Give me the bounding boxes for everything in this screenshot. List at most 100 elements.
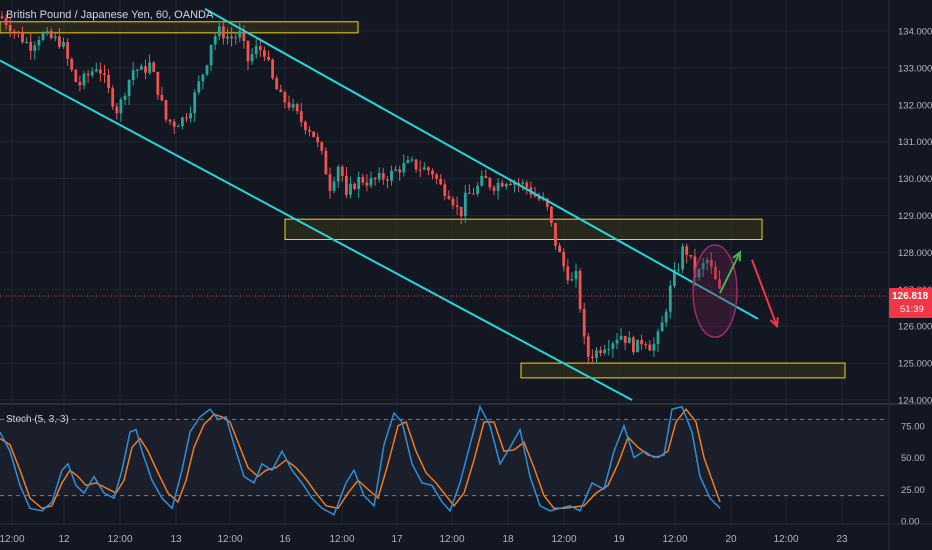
candle[interactable] [86, 69, 90, 83]
candle[interactable] [58, 27, 61, 49]
candle[interactable] [197, 75, 201, 95]
candle[interactable] [131, 62, 135, 86]
symbol-title[interactable]: British Pound / Japanese Yen, 60, OANDA [6, 9, 214, 21]
candle[interactable] [394, 165, 397, 172]
candle[interactable] [504, 182, 508, 190]
candle[interactable] [525, 180, 529, 195]
candle[interactable] [242, 25, 246, 49]
candle[interactable] [332, 176, 336, 194]
candle[interactable] [156, 71, 160, 100]
candle[interactable] [185, 112, 188, 123]
arrow-down[interactable] [751, 259, 779, 329]
candle[interactable] [611, 341, 615, 358]
candle[interactable] [8, 17, 12, 37]
candle[interactable] [291, 98, 295, 112]
channel-lower-line[interactable] [0, 59, 633, 401]
candle[interactable] [320, 141, 324, 155]
candle[interactable] [648, 339, 652, 351]
candle[interactable] [29, 33, 33, 60]
candle[interactable] [439, 174, 443, 186]
candle[interactable] [656, 328, 660, 353]
candle[interactable] [312, 131, 315, 138]
candle[interactable] [254, 38, 258, 59]
candle[interactable] [693, 248, 697, 287]
candle[interactable] [267, 50, 270, 62]
candle[interactable] [431, 168, 434, 180]
support-resistance-zone-1[interactable] [0, 21, 359, 34]
candle[interactable] [164, 99, 168, 123]
candle[interactable] [238, 22, 242, 43]
candle[interactable] [435, 172, 438, 185]
candle[interactable] [599, 346, 602, 357]
candle[interactable] [107, 69, 110, 94]
candle[interactable] [12, 28, 16, 39]
candle[interactable] [373, 176, 377, 186]
candle[interactable] [308, 126, 311, 137]
candle[interactable] [402, 154, 406, 177]
candle[interactable] [451, 196, 455, 210]
candle[interactable] [570, 272, 574, 282]
candle[interactable] [595, 347, 598, 364]
candle[interactable] [521, 179, 525, 191]
candle[interactable] [689, 254, 693, 260]
channel-upper-line[interactable] [204, 7, 759, 320]
candle[interactable] [619, 328, 623, 341]
candle[interactable] [74, 69, 78, 83]
candle[interactable] [390, 165, 393, 186]
candle[interactable] [422, 162, 426, 171]
candle[interactable] [213, 32, 217, 50]
candle[interactable] [263, 46, 266, 62]
candle[interactable] [78, 75, 82, 92]
candle[interactable] [500, 179, 504, 188]
candle[interactable] [427, 165, 430, 176]
candle[interactable] [66, 38, 69, 66]
candle[interactable] [582, 302, 586, 345]
candle[interactable] [406, 155, 410, 164]
candle[interactable] [480, 170, 484, 188]
candle[interactable] [697, 267, 701, 281]
candle[interactable] [152, 60, 156, 73]
candle[interactable] [591, 349, 594, 364]
candle[interactable] [578, 268, 582, 313]
candle[interactable] [33, 41, 37, 60]
candle[interactable] [492, 184, 496, 196]
candle[interactable] [357, 171, 361, 198]
candle[interactable] [340, 164, 344, 182]
candle[interactable] [484, 169, 488, 179]
candle[interactable] [217, 21, 221, 41]
candle[interactable] [586, 332, 590, 364]
candle[interactable] [304, 120, 307, 135]
candle[interactable] [718, 270, 721, 290]
candle[interactable] [140, 63, 143, 71]
candle[interactable] [0, 11, 4, 20]
candle[interactable] [476, 182, 479, 197]
candle[interactable] [70, 57, 74, 72]
candle[interactable] [135, 68, 139, 78]
candle[interactable] [562, 247, 566, 272]
candle[interactable] [660, 315, 664, 332]
candle[interactable] [443, 179, 447, 201]
candle[interactable] [447, 190, 451, 200]
candle[interactable] [566, 259, 570, 285]
candle[interactable] [115, 102, 119, 120]
candle[interactable] [468, 184, 471, 194]
candle[interactable] [181, 116, 184, 130]
candle[interactable] [123, 92, 127, 106]
candle[interactable] [201, 73, 205, 90]
candle[interactable] [381, 167, 385, 185]
candle[interactable] [53, 33, 57, 42]
candle[interactable] [111, 85, 115, 110]
candle[interactable] [705, 257, 709, 271]
candle[interactable] [632, 335, 635, 355]
candle[interactable] [205, 64, 209, 77]
candle[interactable] [664, 308, 668, 328]
candle[interactable] [353, 181, 356, 191]
candle[interactable] [488, 176, 492, 191]
candle[interactable] [410, 156, 414, 163]
candle[interactable] [119, 97, 123, 123]
candle[interactable] [246, 40, 250, 71]
candle[interactable] [365, 174, 369, 192]
candle[interactable] [271, 58, 274, 80]
candle[interactable] [275, 75, 279, 90]
